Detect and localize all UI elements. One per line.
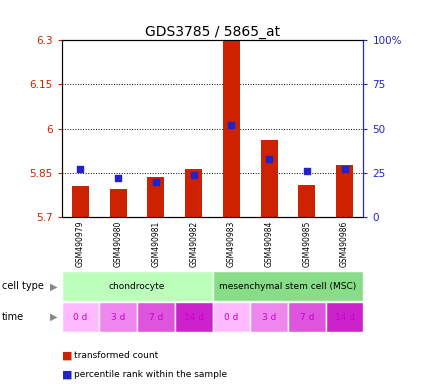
Bar — [288, 302, 326, 332]
Text: transformed count: transformed count — [74, 351, 159, 360]
Text: GSM490979: GSM490979 — [76, 220, 85, 267]
Point — [228, 122, 235, 128]
Bar — [62, 271, 212, 301]
Text: percentile rank within the sample: percentile rank within the sample — [74, 370, 227, 379]
Text: GSM490980: GSM490980 — [114, 220, 123, 267]
Text: ■: ■ — [62, 369, 72, 379]
Bar — [137, 302, 175, 332]
Bar — [62, 302, 99, 332]
Text: ▶: ▶ — [50, 312, 57, 322]
Bar — [175, 302, 212, 332]
Text: 3 d: 3 d — [111, 313, 125, 322]
Text: 7 d: 7 d — [149, 313, 163, 322]
Point — [266, 156, 272, 162]
Bar — [250, 302, 288, 332]
Bar — [326, 302, 363, 332]
Text: 0 d: 0 d — [73, 313, 88, 322]
Point — [190, 172, 197, 178]
Text: 7 d: 7 d — [300, 313, 314, 322]
Point — [77, 166, 84, 172]
Text: 14 d: 14 d — [184, 313, 204, 322]
Text: ▶: ▶ — [50, 281, 57, 291]
Text: GSM490985: GSM490985 — [302, 220, 311, 267]
Text: 3 d: 3 d — [262, 313, 276, 322]
Text: ■: ■ — [62, 350, 72, 360]
Point — [341, 166, 348, 172]
Bar — [110, 189, 127, 217]
Text: chondrocyte: chondrocyte — [109, 282, 165, 291]
Bar — [212, 302, 250, 332]
Text: 14 d: 14 d — [334, 313, 354, 322]
Bar — [336, 166, 353, 217]
Bar — [185, 169, 202, 217]
Bar — [99, 302, 137, 332]
Bar — [147, 177, 164, 217]
Text: cell type: cell type — [2, 281, 44, 291]
Bar — [261, 139, 278, 217]
Point — [303, 168, 310, 174]
Text: time: time — [2, 312, 24, 322]
Text: GSM490983: GSM490983 — [227, 220, 236, 267]
Bar — [223, 40, 240, 217]
Text: GSM490984: GSM490984 — [265, 220, 274, 267]
Text: mesenchymal stem cell (MSC): mesenchymal stem cell (MSC) — [219, 282, 357, 291]
Bar — [212, 271, 363, 301]
Text: GSM490982: GSM490982 — [189, 221, 198, 267]
Title: GDS3785 / 5865_at: GDS3785 / 5865_at — [145, 25, 280, 39]
Point — [153, 179, 159, 185]
Bar — [298, 185, 315, 217]
Bar — [72, 186, 89, 217]
Text: GSM490986: GSM490986 — [340, 220, 349, 267]
Text: GSM490981: GSM490981 — [151, 221, 160, 267]
Point — [115, 175, 122, 181]
Text: 0 d: 0 d — [224, 313, 238, 322]
